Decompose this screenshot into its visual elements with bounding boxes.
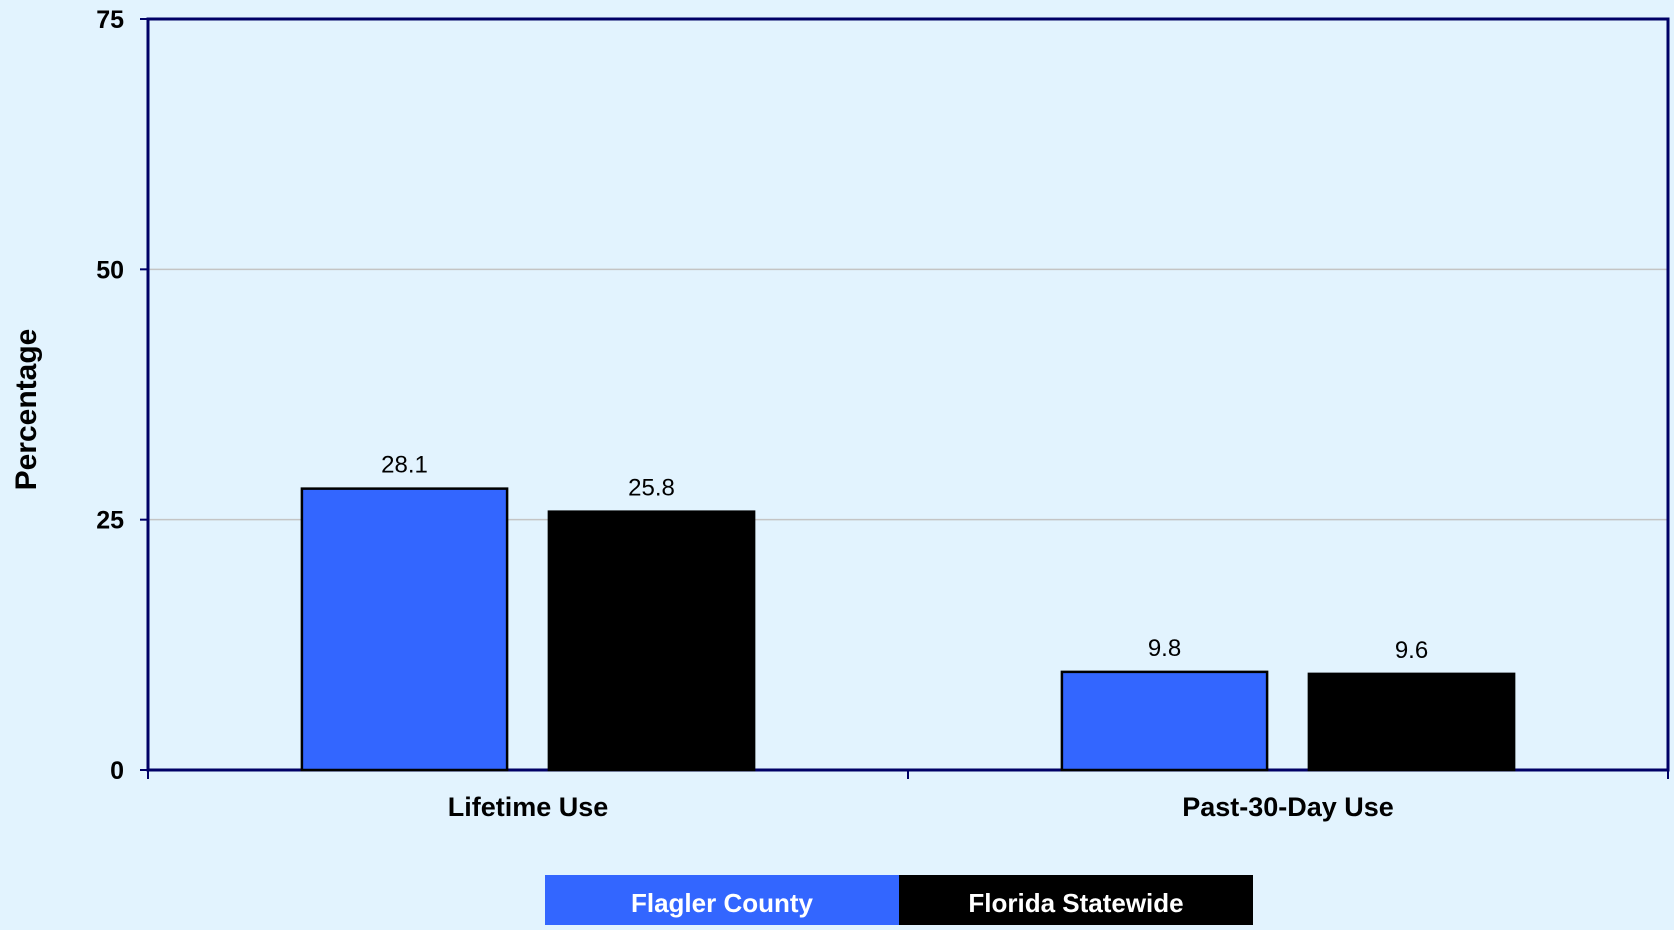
bar-value-label: 25.8 <box>628 475 675 502</box>
legend-swatch <box>899 875 1253 925</box>
legend-entry: Flagler County <box>631 888 814 918</box>
y-tick-label: 25 <box>96 507 124 535</box>
bar <box>1060 670 1269 772</box>
x-category-label: Lifetime Use <box>448 792 609 822</box>
bar-value-label: 9.6 <box>1395 637 1428 664</box>
legend: Flagler County Florida Statewide <box>545 875 1253 925</box>
bar-value-label: 9.8 <box>1148 635 1181 662</box>
bar-value-label: 28.1 <box>381 452 428 479</box>
legend-entry: Florida Statewide <box>968 888 1183 918</box>
data-labels: 28.1 9.8 25.8 9.6 <box>381 452 1428 664</box>
bars <box>300 487 1516 772</box>
bar <box>1307 672 1516 772</box>
x-category-label: Past-30-Day Use <box>1182 792 1394 822</box>
bar <box>300 487 509 772</box>
y-axis-title: Percentage <box>10 329 43 491</box>
gridlines <box>148 268 1668 521</box>
x-axis-ticks: Lifetime Use Past-30-Day Use <box>147 770 1669 822</box>
bar <box>547 510 756 772</box>
y-axis-ticks: 0 25 50 75 <box>96 6 148 785</box>
y-tick-label: 75 <box>96 6 124 34</box>
y-tick-label: 50 <box>96 256 124 284</box>
y-tick-label: 0 <box>110 757 124 785</box>
legend-swatch <box>545 875 899 925</box>
